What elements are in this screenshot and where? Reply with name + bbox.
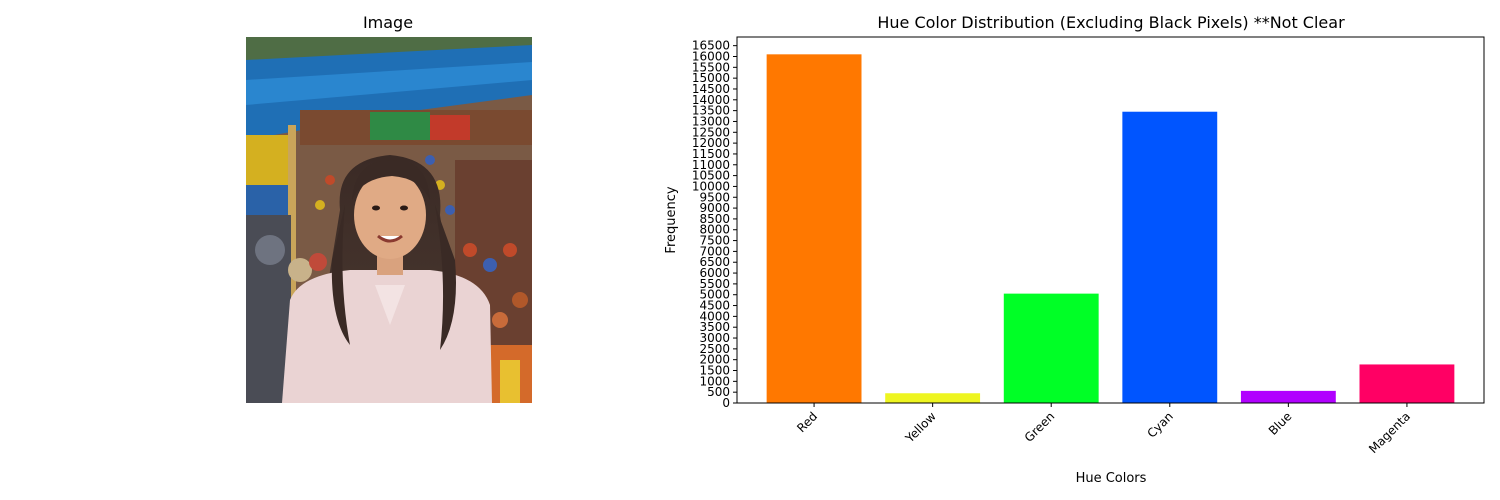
y-tick-label: 9000 bbox=[699, 201, 730, 215]
image-title: Image bbox=[363, 13, 413, 32]
y-tick-label: 15500 bbox=[692, 60, 730, 74]
y-tick-label: 1500 bbox=[699, 364, 730, 378]
y-tick-label: 14000 bbox=[692, 93, 730, 107]
image-panel: Image bbox=[246, 13, 532, 403]
y-tick-label: 500 bbox=[707, 385, 730, 399]
bar-yellow bbox=[885, 393, 981, 403]
plot-frame bbox=[736, 36, 1485, 404]
x-tick-label-red: Red bbox=[794, 409, 820, 435]
y-tick-label: 12500 bbox=[692, 125, 730, 139]
x-axis: Red Yellow Green Cyan Blue Magenta bbox=[794, 403, 1413, 456]
chart-title: Hue Color Distribution (Excluding Black … bbox=[877, 13, 1345, 32]
y-tick-label: 8500 bbox=[699, 212, 730, 226]
bars-layer bbox=[766, 54, 1455, 403]
y-tick-label: 14500 bbox=[692, 82, 730, 96]
y-tick-label: 4000 bbox=[699, 309, 730, 323]
y-axis-label: Frequency bbox=[664, 186, 679, 253]
y-tick-label: 0 bbox=[722, 396, 730, 410]
y-tick-label: 4500 bbox=[699, 299, 730, 313]
y-tick-label: 10000 bbox=[692, 179, 730, 193]
y-axis: 0500100015002000250030003500400045005000… bbox=[692, 39, 737, 410]
bar-cyan bbox=[1122, 111, 1218, 403]
y-tick-label: 13500 bbox=[692, 104, 730, 118]
bar-magenta bbox=[1359, 364, 1455, 403]
y-tick-label: 11500 bbox=[692, 147, 730, 161]
y-tick-label: 1000 bbox=[699, 374, 730, 388]
x-tick-label-cyan: Cyan bbox=[1144, 409, 1175, 440]
y-tick-label: 7500 bbox=[699, 234, 730, 248]
x-tick-label-yellow: Yellow bbox=[902, 409, 939, 446]
x-axis-label: Hue Colors bbox=[1076, 471, 1147, 486]
y-tick-label: 16000 bbox=[692, 49, 730, 63]
x-tick-label-blue: Blue bbox=[1266, 409, 1295, 438]
y-tick-label: 16500 bbox=[692, 39, 730, 53]
y-tick-label: 5500 bbox=[699, 277, 730, 291]
bar-red bbox=[766, 54, 862, 403]
y-tick-label: 5000 bbox=[699, 288, 730, 302]
bar-blue bbox=[1240, 390, 1336, 403]
bar-chart: Hue Color Distribution (Excluding Black … bbox=[664, 13, 1485, 486]
y-tick-label: 2500 bbox=[699, 342, 730, 356]
y-tick-label: 13000 bbox=[692, 114, 730, 128]
y-tick-label: 6500 bbox=[699, 255, 730, 269]
photo-image bbox=[246, 37, 532, 403]
y-tick-label: 9500 bbox=[699, 190, 730, 204]
y-tick-label: 11000 bbox=[692, 158, 730, 172]
y-tick-label: 15000 bbox=[692, 71, 730, 85]
y-tick-label: 3500 bbox=[699, 320, 730, 334]
y-tick-label: 10500 bbox=[692, 169, 730, 183]
y-tick-label: 6000 bbox=[699, 266, 730, 280]
x-tick-label-green: Green bbox=[1022, 409, 1058, 445]
y-tick-label: 12000 bbox=[692, 136, 730, 150]
y-tick-label: 2000 bbox=[699, 353, 730, 367]
x-tick-label-magenta: Magenta bbox=[1366, 409, 1413, 456]
y-tick-label: 8000 bbox=[699, 223, 730, 237]
bar-green bbox=[1003, 293, 1099, 403]
y-tick-label: 3000 bbox=[699, 331, 730, 345]
y-tick-label: 7000 bbox=[699, 244, 730, 258]
